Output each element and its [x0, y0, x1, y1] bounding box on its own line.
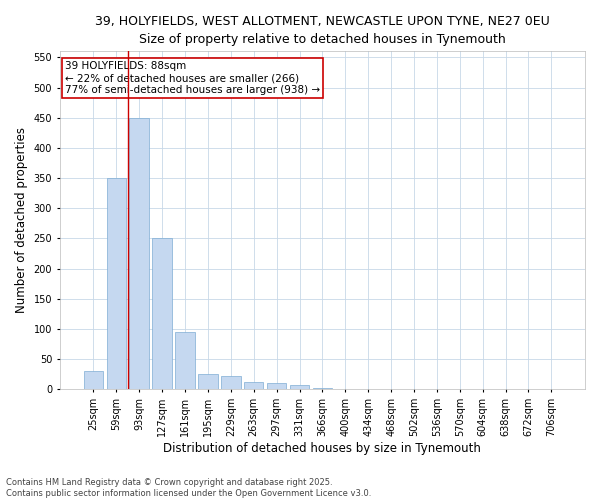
Y-axis label: Number of detached properties: Number of detached properties: [15, 128, 28, 314]
Bar: [290, 385, 309, 390]
Bar: [175, 332, 195, 390]
Text: Contains HM Land Registry data © Crown copyright and database right 2025.
Contai: Contains HM Land Registry data © Crown c…: [6, 478, 371, 498]
Bar: [244, 382, 263, 390]
Bar: [198, 374, 218, 390]
Title: 39, HOLYFIELDS, WEST ALLOTMENT, NEWCASTLE UPON TYNE, NE27 0EU
Size of property r: 39, HOLYFIELDS, WEST ALLOTMENT, NEWCASTL…: [95, 15, 550, 46]
Bar: [221, 376, 241, 390]
Bar: [542, 389, 561, 390]
Bar: [335, 389, 355, 390]
Bar: [152, 238, 172, 390]
Text: 39 HOLYFIELDS: 88sqm
← 22% of detached houses are smaller (266)
77% of semi-deta: 39 HOLYFIELDS: 88sqm ← 22% of detached h…: [65, 62, 320, 94]
Bar: [107, 178, 126, 390]
Bar: [313, 388, 332, 390]
Bar: [267, 384, 286, 390]
Bar: [130, 118, 149, 390]
Bar: [83, 372, 103, 390]
X-axis label: Distribution of detached houses by size in Tynemouth: Distribution of detached houses by size …: [163, 442, 481, 455]
